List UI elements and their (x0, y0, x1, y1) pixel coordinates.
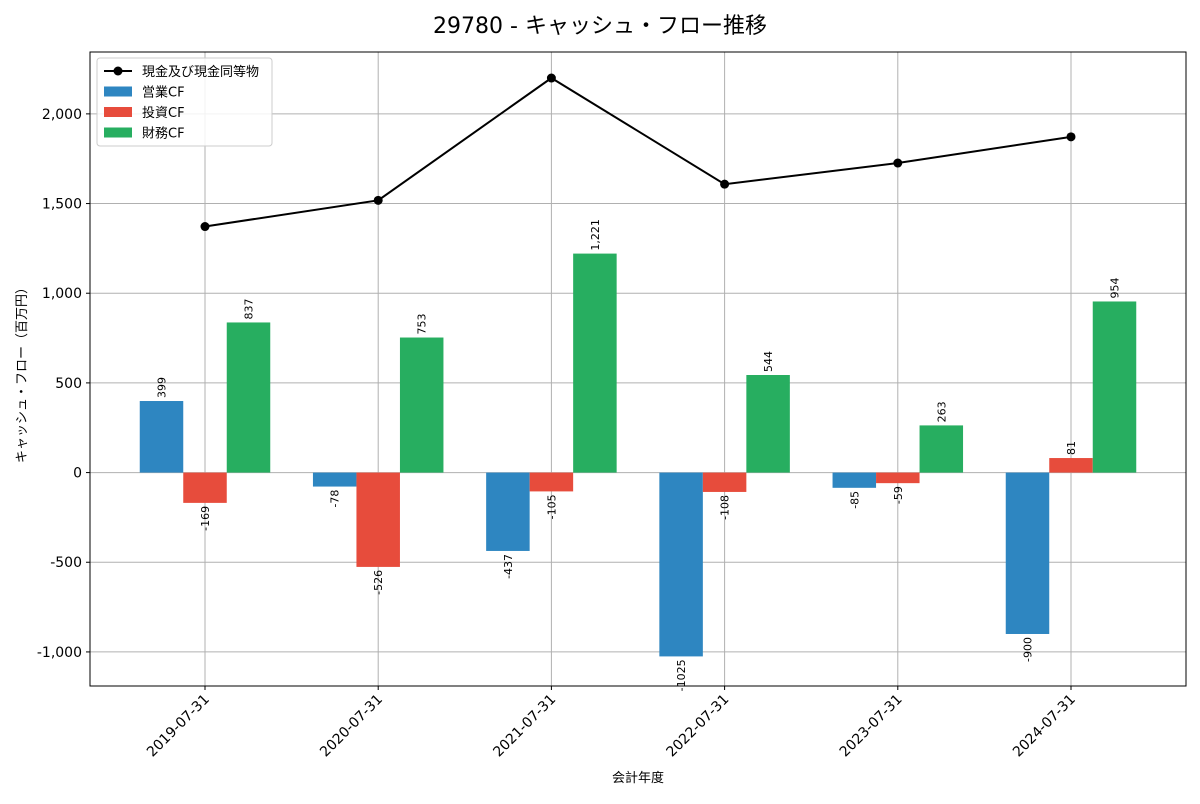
bar-value-label: -105 (545, 494, 558, 519)
bar (356, 472, 400, 567)
legend-box (96, 57, 273, 147)
bar (139, 401, 184, 473)
bar-value-label: 399 (156, 377, 169, 398)
y-tick-label: 1,000 (42, 286, 82, 302)
bar (746, 375, 790, 473)
legend-entry: 投資CF (142, 105, 185, 121)
legend-entry: 営業CF (142, 85, 185, 101)
bar (832, 472, 877, 488)
bar (529, 472, 574, 492)
bar (312, 472, 357, 487)
cash-balance-line (204, 76, 1072, 228)
y-axis-label: キャッシュ・フロー（百万円） (15, 281, 30, 463)
bar (1049, 458, 1093, 473)
legend-bar-swatch (104, 107, 132, 117)
y-tick-label: 2,000 (42, 107, 82, 123)
y-tick-label: -500 (50, 555, 82, 571)
bar-value-label: 837 (243, 298, 256, 319)
cash-balance-point (546, 73, 556, 83)
bar-value-label: -78 (329, 490, 342, 508)
bar-value-label: 544 (762, 351, 775, 372)
bar-value-label: -85 (848, 491, 861, 509)
y-tick-label: 0 (73, 466, 82, 482)
bar-value-label: -59 (892, 486, 905, 504)
cash-balance-point (373, 195, 383, 205)
bar-value-label: 81 (1065, 441, 1078, 455)
legend-marker-swatch (113, 66, 123, 76)
cash-balance-point (200, 222, 210, 232)
bar-value-label: 954 (1109, 277, 1122, 298)
legend-entry: 現金及び現金同等物 (142, 64, 259, 80)
cash-balance-point (720, 179, 730, 189)
plot-area-frame (89, 51, 1187, 687)
legend-bar-swatch (104, 127, 132, 138)
x-axis-label: 会計年度 (612, 770, 664, 786)
legend-entry: 財務CF (142, 127, 185, 142)
bar (1092, 301, 1137, 473)
bar-value-label: -1025 (675, 659, 688, 691)
bar (876, 472, 920, 484)
y-tick-label: 500 (55, 376, 82, 392)
bar (919, 425, 964, 473)
bar (183, 472, 227, 503)
cash-balance-point (1066, 132, 1076, 142)
bar-value-label: 263 (935, 401, 948, 422)
bar-value-label: -526 (372, 570, 385, 595)
bar (226, 322, 271, 473)
y-tick-label: -1,000 (37, 645, 82, 661)
bar (399, 337, 444, 473)
bar (659, 472, 703, 657)
bar-value-label: -437 (502, 554, 515, 579)
bar (702, 472, 747, 492)
bar-value-label: -108 (719, 495, 732, 520)
bar (486, 472, 530, 551)
bar-value-label: -900 (1022, 637, 1035, 662)
bar (1005, 472, 1050, 634)
bar-value-label: 753 (416, 314, 429, 335)
y-tick-label: 1,500 (42, 197, 82, 213)
bar (573, 253, 617, 473)
cash-balance-point (893, 158, 903, 168)
legend-bar-swatch (104, 86, 132, 97)
bar-value-label: 1,221 (589, 219, 602, 251)
chart-title: 29780 - キャッシュ・フロー推移 (433, 14, 767, 39)
bar-value-label: -169 (199, 506, 212, 531)
